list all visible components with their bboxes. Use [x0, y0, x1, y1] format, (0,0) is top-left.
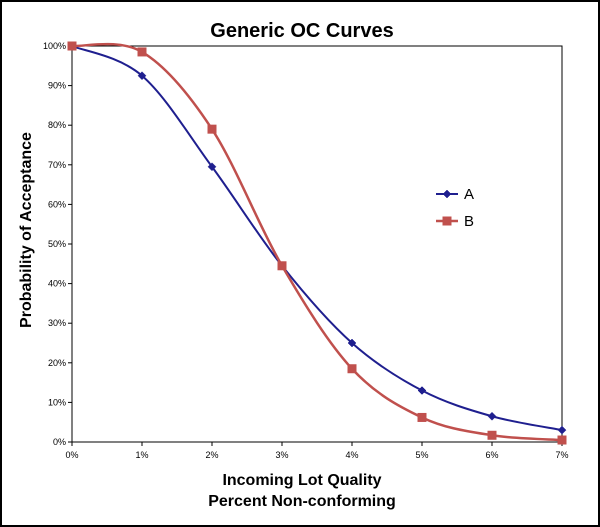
y-tick-label: 50%	[48, 239, 66, 249]
y-tick-label: 60%	[48, 199, 66, 209]
x-tick-label: 3%	[275, 450, 288, 460]
series-b-point	[277, 261, 287, 271]
x-axis-ticks: 0% 1% 2% 3% 4% 5% 6% 7%	[65, 442, 569, 460]
x-tick-label: 5%	[415, 450, 428, 460]
legend-marker	[442, 216, 452, 226]
y-axis-title: Probability of Acceptance	[18, 132, 35, 328]
y-tick-label: 30%	[48, 318, 66, 328]
y-tick-label: 90%	[48, 81, 66, 91]
x-tick-label: 1%	[135, 450, 148, 460]
y-tick-label: 80%	[48, 120, 66, 130]
x-tick-label: 4%	[345, 450, 358, 460]
series-b	[67, 41, 567, 445]
chart-title: Generic OC Curves	[210, 20, 393, 42]
plot-area	[71, 45, 563, 443]
series-a-point	[347, 338, 357, 348]
y-tick-label: 10%	[48, 397, 66, 407]
y-tick-label: 0%	[53, 437, 66, 447]
x-axis-title-line-1: Incoming Lot Quality	[222, 472, 381, 489]
legend-marker	[442, 189, 452, 199]
y-tick-label: 100%	[43, 41, 66, 51]
series-a-line	[71, 45, 563, 432]
legend: AB	[436, 186, 474, 230]
y-tick-label: 70%	[48, 160, 66, 170]
legend-label: A	[464, 186, 474, 203]
x-tick-label: 6%	[485, 450, 498, 460]
series-layer	[67, 41, 567, 445]
series-b-line	[71, 42, 563, 442]
x-tick-label: 0%	[65, 450, 78, 460]
series-b-point	[207, 124, 217, 134]
series-b-point	[137, 47, 147, 57]
series-a-point	[487, 411, 497, 421]
series-b-point	[417, 412, 427, 422]
series-a-point	[207, 162, 217, 172]
legend-label: B	[464, 213, 474, 230]
y-tick-label: 20%	[48, 358, 66, 368]
series-b-point	[487, 430, 497, 440]
series-b-point	[67, 41, 77, 51]
legend-item-b: B	[436, 213, 474, 230]
series-b-point	[347, 364, 357, 374]
x-tick-label: 2%	[205, 450, 218, 460]
y-axis-ticks: 0% 10% 20% 30% 40% 50% 60% 70% 80% 90% 100%	[43, 41, 72, 447]
legend-item-a: A	[436, 186, 474, 203]
series-a-point	[557, 425, 567, 435]
y-tick-label: 40%	[48, 279, 66, 289]
series-a-point	[417, 386, 427, 395]
oc-chart: Generic OC Curves 0% 10% 20% 30% 40% 50% 60% 70…	[18, 20, 569, 510]
series-b-point	[557, 435, 567, 445]
x-axis-title-line-2: Percent Non-conforming	[208, 493, 396, 510]
x-tick-label: 7%	[555, 450, 568, 460]
series-a-point	[137, 71, 147, 81]
